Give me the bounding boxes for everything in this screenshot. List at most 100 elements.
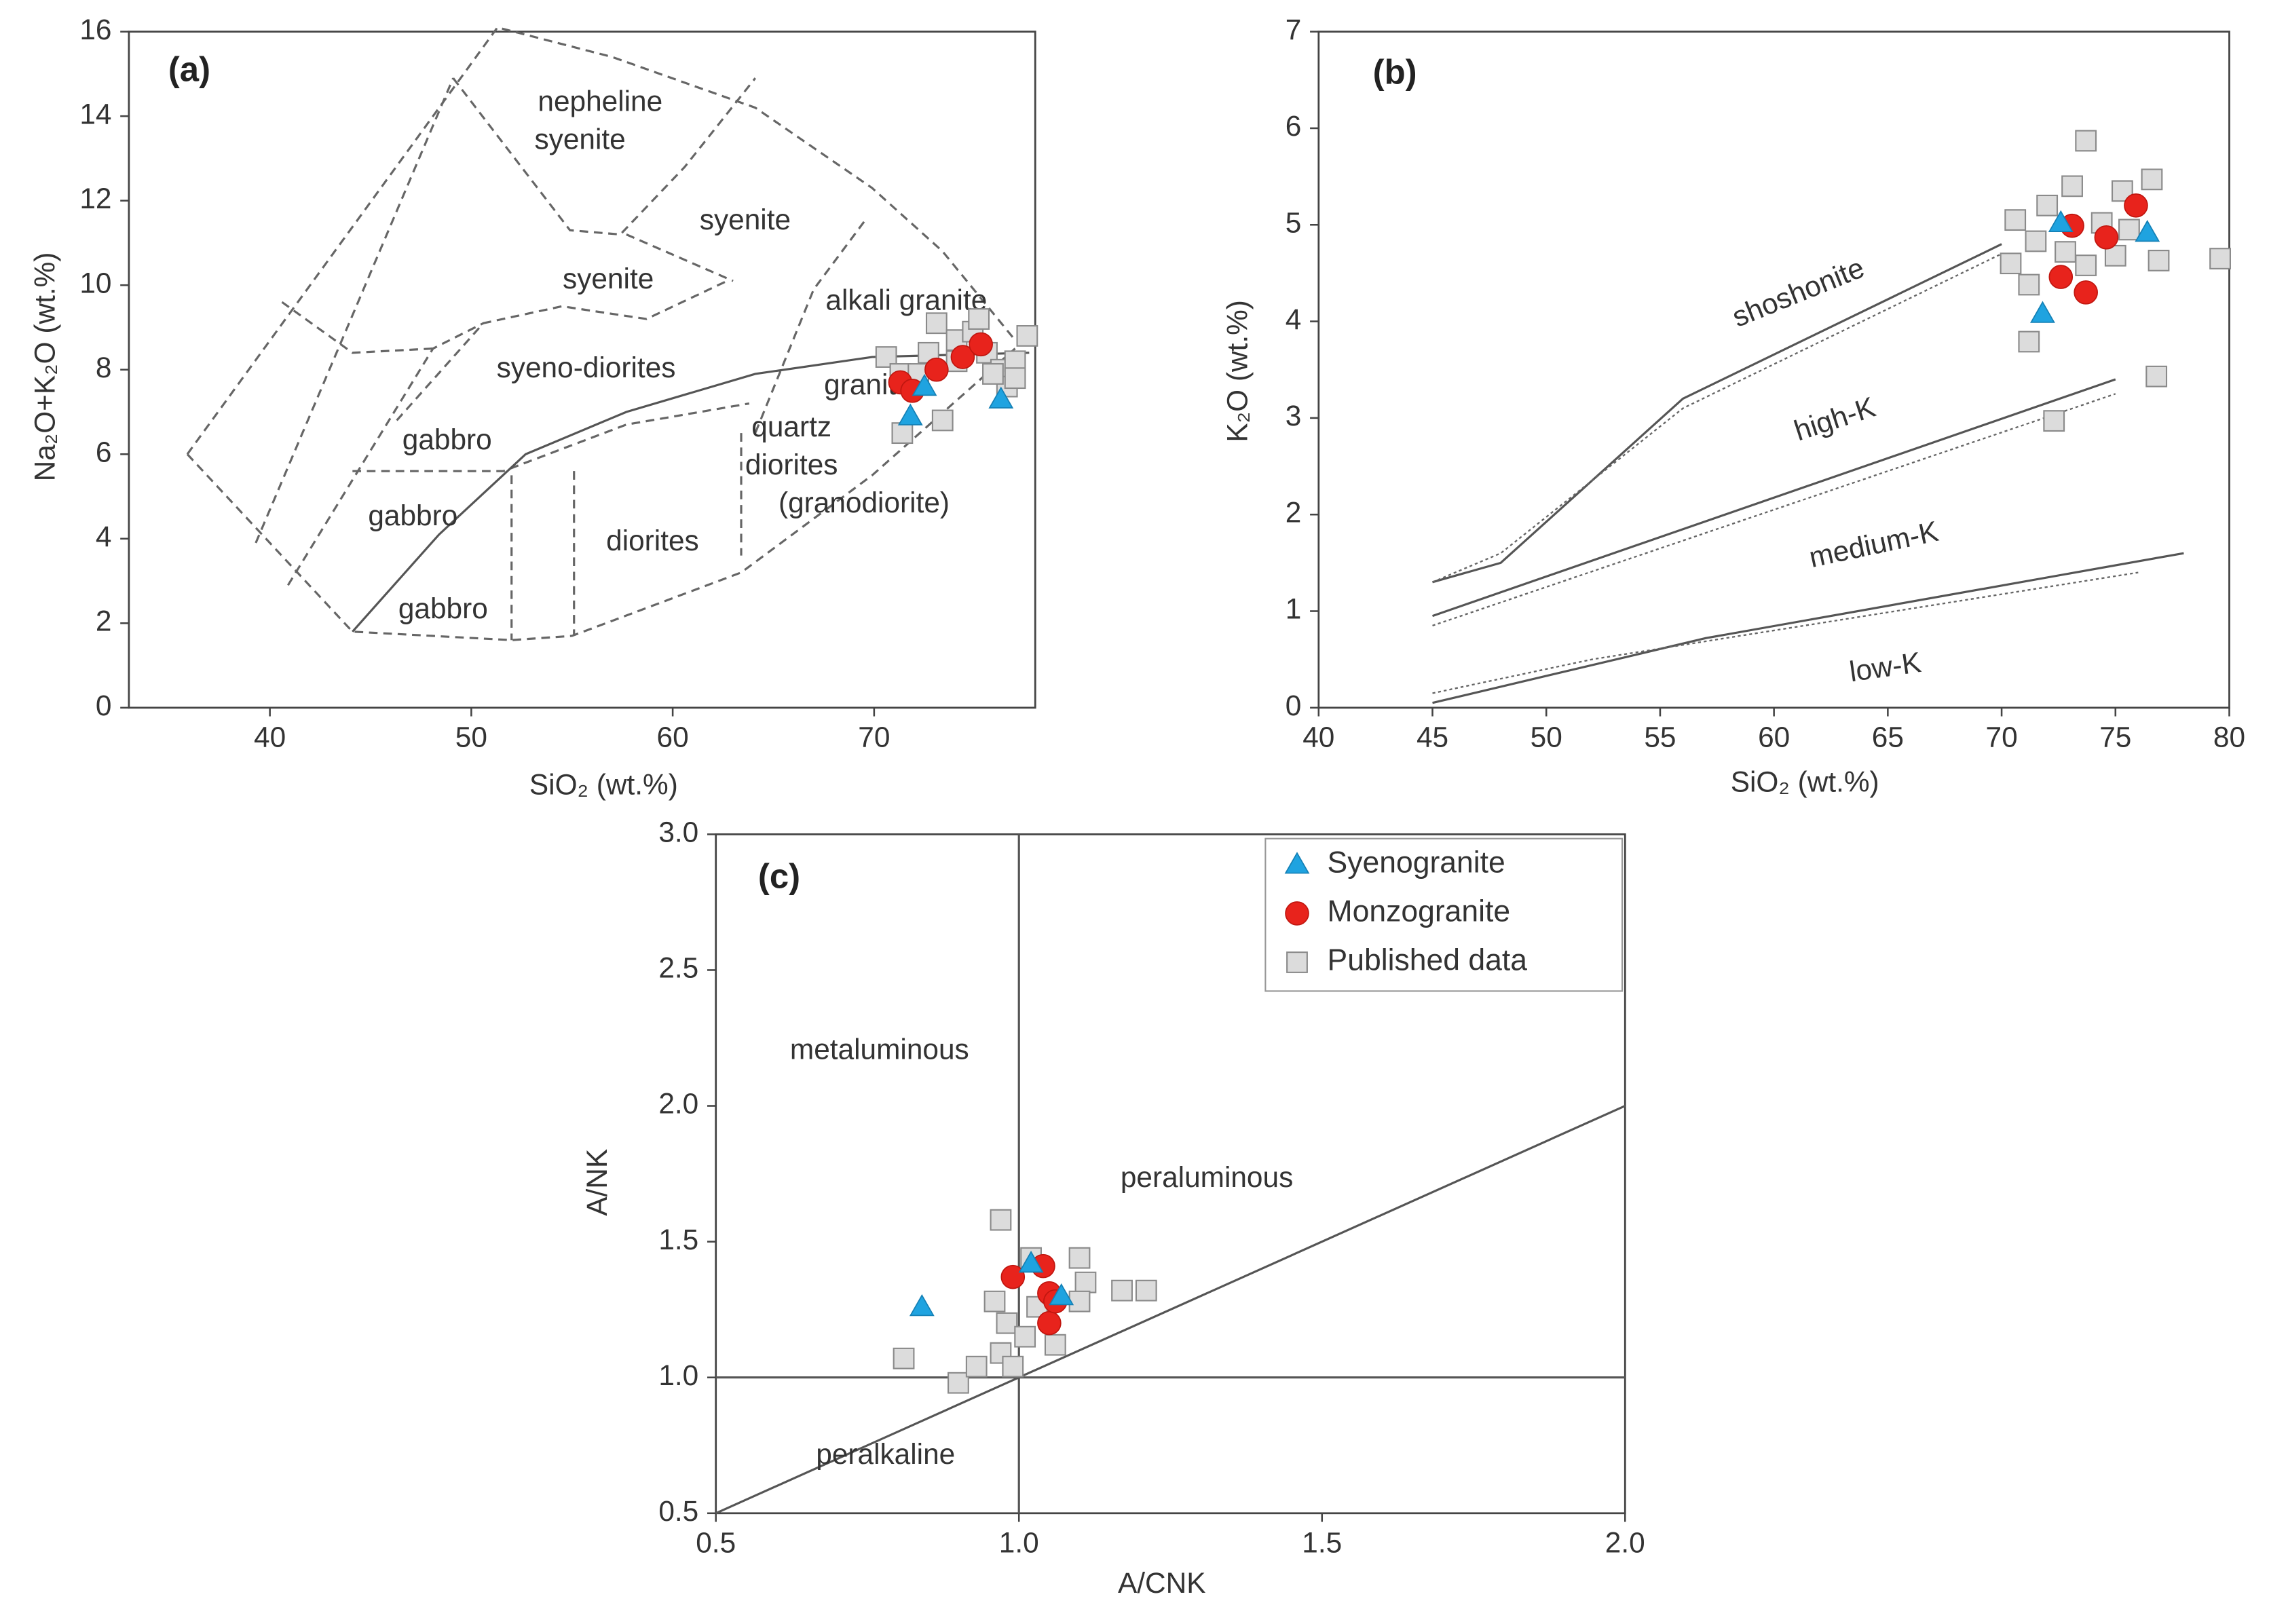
- y-axis-label: Na₂O+K₂O (wt.%): [29, 252, 60, 482]
- marker-square: [1068, 1290, 1091, 1313]
- y-tick-label: 1.5: [658, 1224, 698, 1255]
- marker-square: [891, 422, 914, 445]
- boundary-line: [626, 233, 734, 282]
- y-tick-label: 3: [1286, 400, 1302, 432]
- marker-square: [1111, 1279, 1133, 1302]
- panel-label: (a): [168, 50, 210, 88]
- field-label: metaluminous: [790, 1034, 969, 1065]
- boundary-line: [1432, 252, 2002, 583]
- marker-circle: [2124, 193, 2148, 218]
- marker-circle: [2048, 265, 2074, 289]
- marker-square: [2004, 209, 2027, 231]
- marker-square: [990, 1342, 1012, 1364]
- marker-square: [1074, 1271, 1097, 1293]
- marker-triangle: [988, 386, 1014, 409]
- marker-triangle: [1049, 1283, 1074, 1306]
- field-label: alkali granite: [825, 284, 987, 316]
- marker-square: [2018, 331, 2040, 353]
- marker-square: [1002, 1355, 1024, 1378]
- marker-square: [1016, 325, 1038, 347]
- y-axis-label: A/NK: [581, 1149, 613, 1216]
- marker-square: [2000, 252, 2022, 275]
- y-tick-label: 2.0: [658, 1088, 698, 1120]
- marker-triangle: [1018, 1250, 1044, 1273]
- marker-square: [2025, 230, 2047, 252]
- marker-square: [982, 363, 1004, 385]
- legend-marker: [1286, 951, 1308, 973]
- x-tick-label: 40: [254, 721, 286, 753]
- marker-square: [931, 409, 954, 432]
- y-tick-label: 16: [79, 14, 111, 45]
- marker-triangle: [2135, 219, 2160, 242]
- y-tick-label: 0.5: [658, 1495, 698, 1527]
- y-tick-label: 14: [79, 98, 111, 130]
- boundary-line: [186, 26, 1016, 455]
- field-label: gabbro: [402, 423, 492, 455]
- marker-square: [2075, 254, 2097, 276]
- marker-square: [968, 308, 990, 330]
- boundary-line: [352, 352, 1030, 632]
- legend-box: [1264, 837, 1624, 992]
- marker-square: [2075, 130, 2097, 152]
- y-tick-label: 7: [1286, 14, 1302, 45]
- marker-square: [1135, 1279, 1157, 1302]
- boundary-line: [1432, 552, 2184, 704]
- marker-square: [983, 1290, 1006, 1313]
- field-label: medium-K: [1806, 515, 1941, 573]
- boundary-line: [186, 347, 1016, 641]
- marker-circle: [2094, 225, 2119, 250]
- boundary-line: [352, 402, 750, 472]
- field-label: syeno-diorites: [497, 352, 676, 383]
- field-label: shoshonite: [1727, 251, 1869, 333]
- x-tick-label: 55: [1644, 721, 1676, 753]
- y-axis-label: K₂O (wt.%): [1221, 300, 1253, 442]
- field-label: gabbro: [368, 499, 457, 531]
- marker-square: [893, 1347, 915, 1370]
- marker-square: [925, 312, 948, 335]
- boundary-line: [715, 1105, 1626, 1515]
- field-label: high-K: [1790, 391, 1879, 447]
- y-tick-label: 4: [1286, 303, 1302, 335]
- marker-square: [2055, 241, 2076, 263]
- x-tick-label: 70: [858, 721, 890, 753]
- x-tick-label: 1.5: [1302, 1527, 1342, 1559]
- y-tick-label: 1: [1286, 593, 1302, 625]
- field-label: syenite: [563, 263, 654, 295]
- y-tick-label: 6: [1286, 110, 1302, 142]
- marker-square: [1014, 1325, 1036, 1348]
- marker-square: [875, 346, 897, 368]
- y-tick-label: 0: [96, 690, 112, 721]
- x-tick-label: 60: [657, 721, 689, 753]
- y-tick-label: 2: [96, 605, 112, 637]
- x-axis-label: SiO₂ (wt.%): [1731, 766, 1879, 797]
- panel-label: (b): [1373, 53, 1417, 92]
- marker-square: [2145, 365, 2168, 388]
- y-tick-label: 12: [79, 183, 111, 214]
- marker-square: [2141, 168, 2163, 191]
- marker-square: [2043, 410, 2065, 432]
- marker-square: [2018, 273, 2040, 296]
- marker-triangle: [912, 373, 937, 396]
- y-tick-label: 2.5: [658, 952, 698, 984]
- boundary-line: [1431, 378, 2116, 618]
- field-label: quartz: [751, 411, 831, 442]
- boundary-line: [1432, 393, 2116, 626]
- legend-marker: [1284, 852, 1310, 874]
- legend-marker: [1285, 901, 1309, 926]
- marker-square: [2061, 175, 2083, 197]
- x-tick-label: 80: [2213, 721, 2245, 753]
- field-label: low-K: [1848, 646, 1923, 687]
- marker-square: [2036, 194, 2059, 216]
- field-label: nepheline: [538, 86, 662, 117]
- marker-triangle: [2048, 210, 2074, 232]
- x-tick-label: 60: [1758, 721, 1790, 753]
- x-tick-label: 2.0: [1605, 1527, 1645, 1559]
- y-tick-label: 5: [1286, 206, 1302, 238]
- y-tick-label: 0: [1286, 690, 1302, 721]
- marker-square: [948, 1372, 969, 1394]
- marker-circle: [924, 357, 949, 382]
- x-tick-label: 40: [1302, 721, 1334, 753]
- marker-triangle: [909, 1293, 935, 1317]
- marker-circle: [950, 345, 975, 369]
